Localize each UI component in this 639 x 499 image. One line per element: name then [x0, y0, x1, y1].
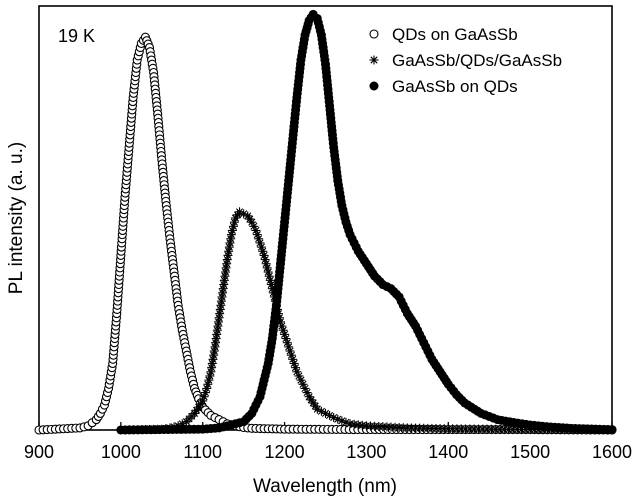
x-tick-label: 1300 [346, 442, 386, 462]
data-point-asterisk [256, 242, 266, 252]
x-tick-label: 1500 [510, 442, 550, 462]
x-axis-title: Wavelength (nm) [253, 476, 397, 497]
series-2 [116, 207, 617, 435]
x-tick-label: 1000 [101, 442, 141, 462]
data-point-asterisk [298, 379, 308, 389]
y-axis-title: PL intensity (a. u.) [6, 142, 27, 294]
data-point-asterisk [316, 406, 326, 416]
x-tick-label: 900 [24, 442, 54, 462]
data-point-asterisk [290, 363, 300, 373]
legend-label-gaassb-on-qds: GaAsSb on QDs [392, 77, 518, 96]
data-point-asterisk [369, 55, 379, 65]
x-tick-label: 1400 [428, 442, 468, 462]
data-point-filled-circle [369, 81, 379, 91]
data-point-asterisk [228, 221, 238, 231]
data-point-asterisk [227, 225, 237, 235]
series-3 [116, 9, 617, 435]
legend: QDs on GaAsSb GaAsSb/QDs/GaAsSb GaAsSb o… [369, 25, 562, 96]
data-point-asterisk [261, 259, 271, 269]
data-point-asterisk [281, 334, 291, 344]
x-tick-label: 1600 [592, 442, 632, 462]
data-point-asterisk [280, 329, 290, 339]
data-point-asterisk [199, 392, 209, 402]
data-point-filled-circle [607, 425, 617, 435]
legend-markers [369, 29, 379, 91]
data-point-asterisk [251, 225, 261, 235]
annotation-temperature: 19 K [58, 26, 95, 46]
data-point-asterisk [252, 230, 262, 240]
legend-label-qds-on-gaassb: QDs on GaAsSb [392, 25, 518, 44]
data-point-asterisk [260, 255, 270, 265]
x-tick-label: 1100 [183, 442, 222, 462]
data-point-asterisk [258, 246, 268, 256]
data-point-open-circle [369, 29, 379, 39]
legend-label-gaassb-qds-gaassb: GaAsSb/QDs/GaAsSb [392, 51, 562, 70]
x-tick-label: 1200 [265, 442, 305, 462]
data-point-asterisk [229, 217, 239, 227]
data-point-asterisk [200, 388, 210, 398]
series-1 [34, 32, 617, 435]
series-layer [34, 9, 617, 435]
